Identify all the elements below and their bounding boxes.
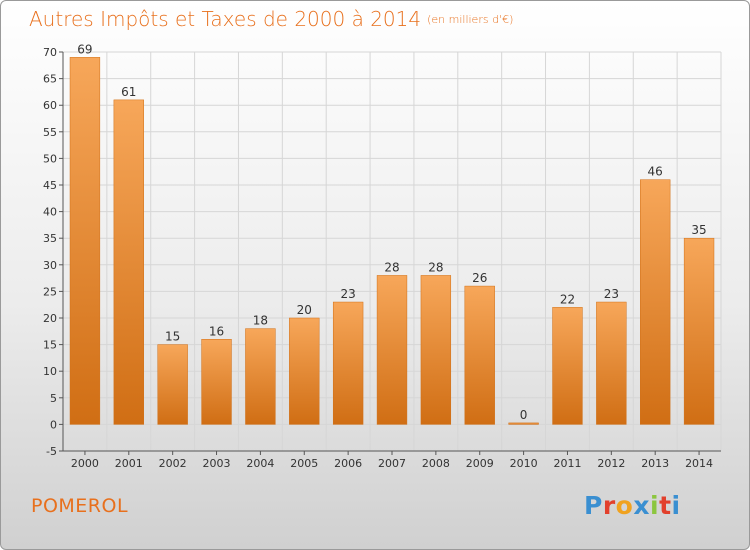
logo-letter: o <box>615 491 634 520</box>
commune-name: POMEROL <box>31 495 129 517</box>
bar <box>683 237 715 425</box>
bars: 69 61 15 16 18 20 23 28 28 26 0 22 23 46 35 <box>69 42 715 425</box>
y-tick-label: 60 <box>43 99 57 112</box>
logo-letter: r <box>602 491 616 520</box>
data-label: 46 <box>648 165 663 179</box>
y-tick-label: 0 <box>50 418 57 431</box>
bar <box>376 275 408 425</box>
y-tick-label: -5 <box>46 445 57 458</box>
data-label: 23 <box>604 287 619 301</box>
data-label: 20 <box>297 303 312 317</box>
chart-title: Autres Impôts et Taxes de 2000 à 2014 (en… <box>29 7 513 31</box>
y-tick-label: 65 <box>43 73 57 86</box>
x-tick-label: 2000 <box>71 457 99 470</box>
x-tick-label: 2007 <box>378 457 406 470</box>
y-tick-label: 10 <box>43 365 57 378</box>
x-tick-label: 2004 <box>246 457 274 470</box>
bar <box>332 301 364 425</box>
data-label: 28 <box>428 260 443 274</box>
bar <box>289 317 320 425</box>
data-label: 26 <box>472 271 487 285</box>
y-tick-label: 35 <box>43 232 57 245</box>
chart-title-unit: (en milliers d'€) <box>427 13 514 26</box>
y-tick-label: 50 <box>43 152 57 165</box>
x-tick-label: 2006 <box>334 457 362 470</box>
bar <box>69 57 101 425</box>
axes: -5 0 5 10 15 20 25 30 35 40 45 50 55 60 65 70 2000 2001 20… <box>43 46 721 470</box>
y-tick-label: 40 <box>43 206 57 219</box>
y-tick-label: 20 <box>43 312 57 325</box>
x-tick-label: 2013 <box>641 457 669 470</box>
x-tick-label: 2011 <box>553 457 581 470</box>
bar <box>201 339 232 425</box>
y-tick-label: 15 <box>43 339 57 352</box>
logo-letter: t <box>659 491 672 520</box>
logo-letter: i <box>671 491 681 520</box>
x-tick-label: 2003 <box>203 457 231 470</box>
chart-title-main: Autres Impôts et Taxes de 2000 à 2014 <box>29 7 422 31</box>
x-tick-label: 2012 <box>597 457 625 470</box>
data-label: 18 <box>253 314 268 328</box>
y-tick-label: 45 <box>43 179 57 192</box>
proxiti-logo[interactable]: Proxiti <box>584 491 681 520</box>
bar <box>420 275 452 425</box>
bar <box>245 328 276 425</box>
x-tick-label: 2008 <box>422 457 450 470</box>
data-label: 23 <box>340 287 355 301</box>
data-label: 15 <box>165 330 180 344</box>
x-tick-label: 2009 <box>466 457 494 470</box>
y-tick-label: 30 <box>43 259 57 272</box>
x-tick-label: 2014 <box>685 457 713 470</box>
y-tick-label: 5 <box>50 392 57 405</box>
bar <box>464 285 495 425</box>
x-tick-label: 2010 <box>510 457 538 470</box>
data-label: 28 <box>384 260 399 274</box>
data-label: 16 <box>209 324 224 338</box>
logo-letter: P <box>584 491 603 520</box>
x-tick-label: 2001 <box>115 457 143 470</box>
y-tick-label: 25 <box>43 285 57 298</box>
data-label: 35 <box>691 223 706 237</box>
bar <box>157 344 188 425</box>
y-tick-label: 70 <box>43 46 57 59</box>
bar <box>552 307 583 425</box>
y-tick-label: 55 <box>43 126 57 139</box>
bar <box>640 179 671 425</box>
logo-letter: i <box>650 491 660 520</box>
data-label: 22 <box>560 292 575 306</box>
bar <box>113 99 144 425</box>
data-label: 69 <box>77 42 92 56</box>
data-label: 0 <box>520 408 528 422</box>
bar <box>508 422 539 425</box>
x-tick-label: 2002 <box>159 457 187 470</box>
bar <box>596 301 627 425</box>
x-tick-label: 2005 <box>290 457 318 470</box>
logo-letter: x <box>633 491 650 520</box>
data-label: 61 <box>121 85 136 99</box>
